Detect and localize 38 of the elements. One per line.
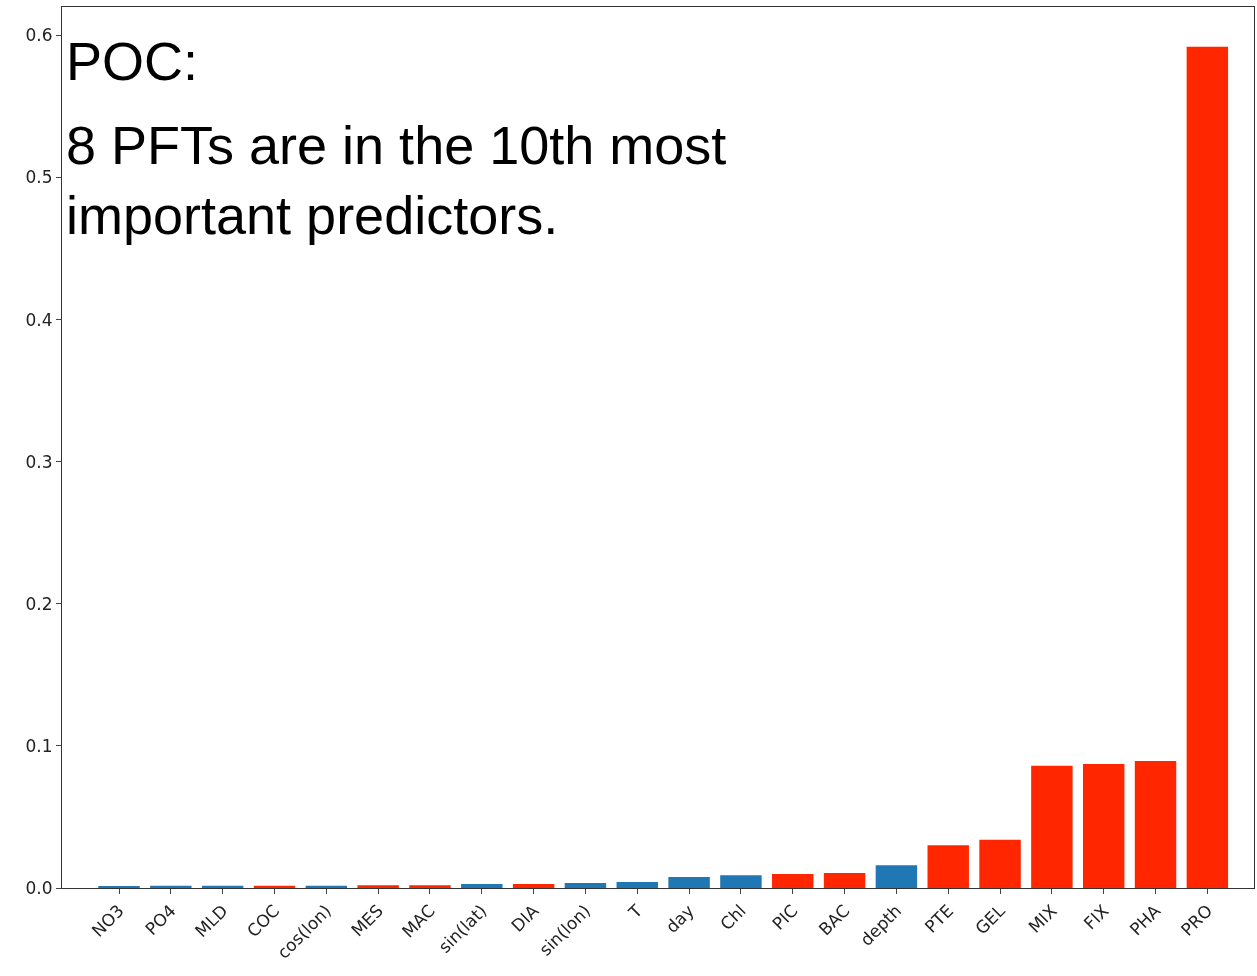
annotation: POC:	[66, 31, 199, 91]
y-tick-label: 0.3	[25, 451, 53, 472]
bar	[201, 885, 244, 888]
x-tick-label: day	[661, 900, 698, 937]
bar	[875, 865, 918, 888]
bar	[150, 885, 192, 888]
y-tick-label: 0.4	[25, 309, 53, 330]
x-tick-label: PIC	[768, 900, 802, 934]
bar	[357, 885, 399, 888]
y-tick-label: 0.0	[25, 877, 53, 898]
bar	[305, 885, 348, 888]
bar	[1134, 760, 1177, 888]
bar	[564, 883, 607, 888]
y-tick-label: 0.1	[25, 735, 53, 756]
x-tick-label: DIA	[507, 900, 543, 936]
bar	[772, 873, 814, 888]
y-tick-label: 0.2	[25, 593, 53, 614]
bar	[512, 884, 555, 888]
annotation: 8 PFTs are in the 10th most important predictors.	[66, 115, 727, 246]
x-tick-label: Chl	[716, 900, 750, 935]
bar	[720, 875, 762, 888]
x-tick-label: GEL	[971, 900, 1010, 939]
bar	[616, 882, 658, 888]
y-tick-label: 0.5	[25, 167, 53, 188]
x-tick-label: T	[623, 900, 647, 923]
bar	[823, 872, 866, 888]
bar	[1031, 765, 1073, 888]
bar	[927, 845, 969, 888]
bar	[253, 885, 296, 888]
bar	[668, 877, 710, 888]
bar	[979, 839, 1021, 888]
bar	[461, 884, 503, 888]
bar	[1082, 763, 1125, 888]
x-tick-label: PHA	[1125, 900, 1165, 940]
bar	[1186, 46, 1229, 888]
x-tick-label: FIX	[1079, 900, 1113, 934]
bar	[409, 885, 451, 888]
y-tick-label: 0.6	[25, 25, 53, 46]
